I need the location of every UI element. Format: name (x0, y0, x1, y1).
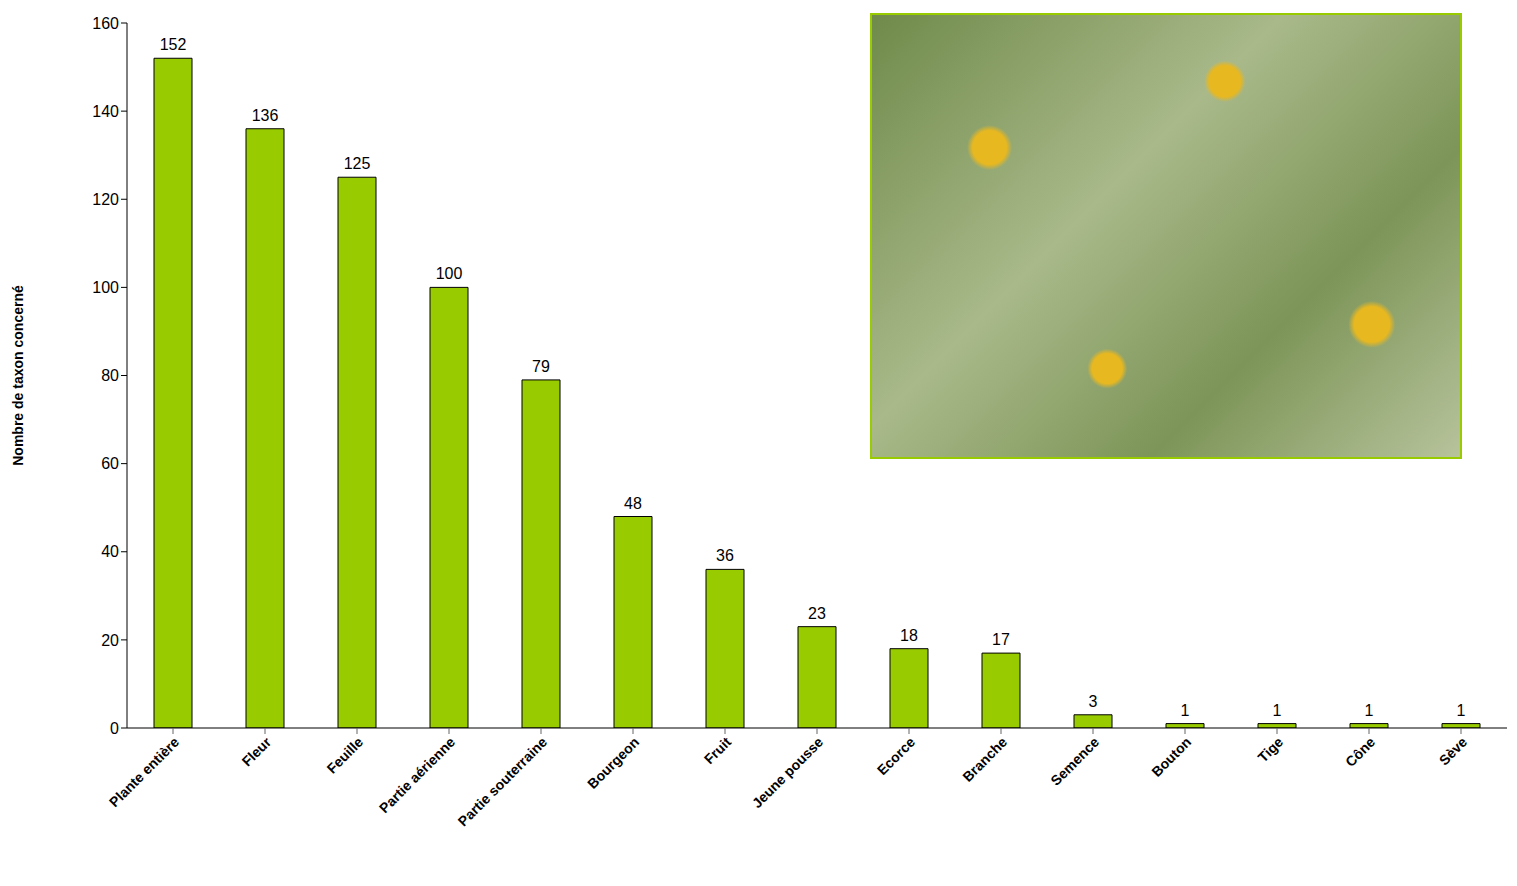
svg-text:140: 140 (92, 103, 119, 120)
svg-text:1: 1 (1457, 702, 1466, 719)
svg-text:Fruit: Fruit (701, 734, 735, 768)
svg-text:Sève: Sève (1436, 734, 1471, 769)
svg-text:Bouton: Bouton (1148, 734, 1194, 780)
svg-text:Jeune pousse: Jeune pousse (749, 734, 826, 811)
svg-text:0: 0 (110, 720, 119, 737)
svg-text:Tige: Tige (1255, 734, 1287, 766)
svg-text:48: 48 (624, 495, 642, 512)
svg-text:Fleur: Fleur (239, 733, 275, 769)
svg-text:Bourgeon: Bourgeon (584, 734, 642, 792)
svg-text:36: 36 (716, 547, 734, 564)
svg-text:1: 1 (1181, 702, 1190, 719)
svg-text:Branche: Branche (959, 734, 1010, 785)
svg-text:79: 79 (532, 358, 550, 375)
svg-text:1: 1 (1273, 702, 1282, 719)
svg-text:Ecorce: Ecorce (874, 734, 918, 778)
svg-text:Semence: Semence (1047, 734, 1102, 789)
svg-text:Partie souterraine: Partie souterraine (455, 734, 551, 830)
svg-text:17: 17 (992, 631, 1010, 648)
svg-text:80: 80 (101, 367, 119, 384)
svg-text:20: 20 (101, 632, 119, 649)
svg-text:125: 125 (344, 155, 371, 172)
svg-text:23: 23 (808, 605, 826, 622)
svg-text:Partie aérienne: Partie aérienne (376, 734, 458, 816)
svg-text:100: 100 (92, 279, 119, 296)
svg-text:152: 152 (160, 36, 187, 53)
svg-text:60: 60 (101, 455, 119, 472)
svg-text:40: 40 (101, 543, 119, 560)
svg-text:120: 120 (92, 191, 119, 208)
svg-text:Plante entière: Plante entière (106, 734, 182, 810)
svg-text:Nombre de taxon concerné: Nombre de taxon concerné (10, 285, 26, 466)
svg-text:18: 18 (900, 627, 918, 644)
svg-text:100: 100 (436, 265, 463, 282)
svg-text:1: 1 (1365, 702, 1374, 719)
svg-text:Feuille: Feuille (323, 734, 366, 777)
svg-text:Cône: Cône (1342, 734, 1378, 770)
svg-text:3: 3 (1089, 693, 1098, 710)
svg-text:160: 160 (92, 15, 119, 32)
svg-text:136: 136 (252, 107, 279, 124)
